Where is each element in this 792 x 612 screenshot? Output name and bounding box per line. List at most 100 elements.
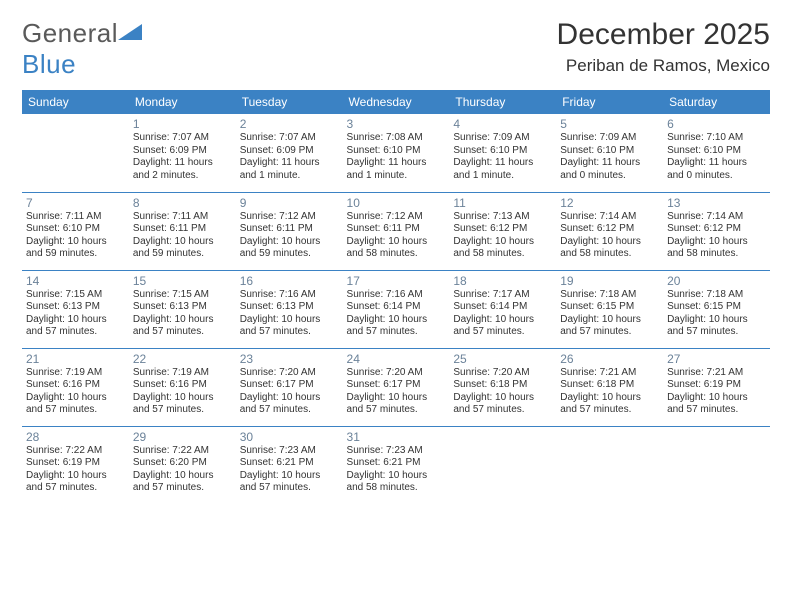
weekday-header: Saturday — [663, 90, 770, 114]
calendar-cell: 27Sunrise: 7:21 AMSunset: 6:19 PMDayligh… — [663, 348, 770, 426]
sunrise-text: Sunrise: 7:23 AM — [240, 445, 339, 458]
day-number: 5 — [560, 117, 659, 131]
day-info: Sunrise: 7:14 AMSunset: 6:12 PMDaylight:… — [667, 211, 766, 261]
sunset-text: Sunset: 6:15 PM — [560, 301, 659, 314]
sunrise-text: Sunrise: 7:22 AM — [26, 445, 125, 458]
day-info: Sunrise: 7:19 AMSunset: 6:16 PMDaylight:… — [26, 367, 125, 417]
daylight-text: Daylight: 10 hours and 57 minutes. — [133, 314, 232, 339]
calendar-cell: 6Sunrise: 7:10 AMSunset: 6:10 PMDaylight… — [663, 114, 770, 192]
sunrise-text: Sunrise: 7:09 AM — [453, 132, 552, 145]
logo-triangle-icon — [118, 22, 142, 42]
calendar-cell: 25Sunrise: 7:20 AMSunset: 6:18 PMDayligh… — [449, 348, 556, 426]
daylight-text: Daylight: 10 hours and 57 minutes. — [240, 470, 339, 495]
sunrise-text: Sunrise: 7:11 AM — [133, 211, 232, 224]
calendar-cell: 7Sunrise: 7:11 AMSunset: 6:10 PMDaylight… — [22, 192, 129, 270]
day-number: 12 — [560, 196, 659, 210]
daylight-text: Daylight: 10 hours and 57 minutes. — [26, 314, 125, 339]
daylight-text: Daylight: 11 hours and 2 minutes. — [133, 157, 232, 182]
calendar-cell: 13Sunrise: 7:14 AMSunset: 6:12 PMDayligh… — [663, 192, 770, 270]
day-number: 25 — [453, 352, 552, 366]
sunrise-text: Sunrise: 7:14 AM — [560, 211, 659, 224]
calendar-cell: 26Sunrise: 7:21 AMSunset: 6:18 PMDayligh… — [556, 348, 663, 426]
daylight-text: Daylight: 10 hours and 58 minutes. — [347, 236, 446, 261]
sunset-text: Sunset: 6:10 PM — [453, 145, 552, 158]
calendar-cell: 21Sunrise: 7:19 AMSunset: 6:16 PMDayligh… — [22, 348, 129, 426]
calendar-cell: 2Sunrise: 7:07 AMSunset: 6:09 PMDaylight… — [236, 114, 343, 192]
sunset-text: Sunset: 6:14 PM — [347, 301, 446, 314]
day-info: Sunrise: 7:21 AMSunset: 6:19 PMDaylight:… — [667, 367, 766, 417]
daylight-text: Daylight: 10 hours and 57 minutes. — [667, 314, 766, 339]
day-info: Sunrise: 7:12 AMSunset: 6:11 PMDaylight:… — [240, 211, 339, 261]
weekday-header: Wednesday — [343, 90, 450, 114]
sunset-text: Sunset: 6:21 PM — [240, 457, 339, 470]
day-info: Sunrise: 7:22 AMSunset: 6:19 PMDaylight:… — [26, 445, 125, 495]
sunset-text: Sunset: 6:12 PM — [453, 223, 552, 236]
weekday-header: Thursday — [449, 90, 556, 114]
daylight-text: Daylight: 11 hours and 1 minute. — [240, 157, 339, 182]
day-info: Sunrise: 7:11 AMSunset: 6:10 PMDaylight:… — [26, 211, 125, 261]
day-info: Sunrise: 7:08 AMSunset: 6:10 PMDaylight:… — [347, 132, 446, 182]
calendar-body: 1Sunrise: 7:07 AMSunset: 6:09 PMDaylight… — [22, 114, 770, 504]
sunset-text: Sunset: 6:20 PM — [133, 457, 232, 470]
sunset-text: Sunset: 6:19 PM — [667, 379, 766, 392]
day-number: 6 — [667, 117, 766, 131]
sunrise-text: Sunrise: 7:22 AM — [133, 445, 232, 458]
day-info: Sunrise: 7:21 AMSunset: 6:18 PMDaylight:… — [560, 367, 659, 417]
daylight-text: Daylight: 10 hours and 57 minutes. — [240, 392, 339, 417]
sunrise-text: Sunrise: 7:15 AM — [133, 289, 232, 302]
day-number: 21 — [26, 352, 125, 366]
location: Periban de Ramos, Mexico — [557, 56, 770, 76]
sunset-text: Sunset: 6:16 PM — [26, 379, 125, 392]
day-number: 30 — [240, 430, 339, 444]
daylight-text: Daylight: 10 hours and 57 minutes. — [347, 314, 446, 339]
sunset-text: Sunset: 6:16 PM — [133, 379, 232, 392]
daylight-text: Daylight: 10 hours and 58 minutes. — [560, 236, 659, 261]
calendar-cell: 29Sunrise: 7:22 AMSunset: 6:20 PMDayligh… — [129, 426, 236, 504]
daylight-text: Daylight: 10 hours and 57 minutes. — [347, 392, 446, 417]
day-info: Sunrise: 7:20 AMSunset: 6:18 PMDaylight:… — [453, 367, 552, 417]
day-info: Sunrise: 7:13 AMSunset: 6:12 PMDaylight:… — [453, 211, 552, 261]
calendar-cell: 20Sunrise: 7:18 AMSunset: 6:15 PMDayligh… — [663, 270, 770, 348]
sunrise-text: Sunrise: 7:23 AM — [347, 445, 446, 458]
calendar-cell: 12Sunrise: 7:14 AMSunset: 6:12 PMDayligh… — [556, 192, 663, 270]
sunset-text: Sunset: 6:10 PM — [667, 145, 766, 158]
sunrise-text: Sunrise: 7:21 AM — [667, 367, 766, 380]
day-number: 27 — [667, 352, 766, 366]
sunset-text: Sunset: 6:19 PM — [26, 457, 125, 470]
day-number: 31 — [347, 430, 446, 444]
header: GeneralBlue December 2025 Periban de Ram… — [22, 18, 770, 80]
calendar-cell: 5Sunrise: 7:09 AMSunset: 6:10 PMDaylight… — [556, 114, 663, 192]
weekday-header: Tuesday — [236, 90, 343, 114]
calendar-cell: 18Sunrise: 7:17 AMSunset: 6:14 PMDayligh… — [449, 270, 556, 348]
sunrise-text: Sunrise: 7:07 AM — [133, 132, 232, 145]
day-number: 9 — [240, 196, 339, 210]
calendar-cell-empty — [22, 114, 129, 192]
sunrise-text: Sunrise: 7:09 AM — [560, 132, 659, 145]
day-number: 28 — [26, 430, 125, 444]
calendar-cell: 17Sunrise: 7:16 AMSunset: 6:14 PMDayligh… — [343, 270, 450, 348]
sunrise-text: Sunrise: 7:12 AM — [240, 211, 339, 224]
daylight-text: Daylight: 10 hours and 57 minutes. — [560, 392, 659, 417]
calendar-cell: 11Sunrise: 7:13 AMSunset: 6:12 PMDayligh… — [449, 192, 556, 270]
day-number: 29 — [133, 430, 232, 444]
day-number: 3 — [347, 117, 446, 131]
daylight-text: Daylight: 11 hours and 0 minutes. — [667, 157, 766, 182]
daylight-text: Daylight: 10 hours and 59 minutes. — [26, 236, 125, 261]
day-info: Sunrise: 7:20 AMSunset: 6:17 PMDaylight:… — [347, 367, 446, 417]
day-info: Sunrise: 7:16 AMSunset: 6:13 PMDaylight:… — [240, 289, 339, 339]
day-info: Sunrise: 7:07 AMSunset: 6:09 PMDaylight:… — [240, 132, 339, 182]
sunrise-text: Sunrise: 7:08 AM — [347, 132, 446, 145]
daylight-text: Daylight: 10 hours and 57 minutes. — [133, 392, 232, 417]
calendar-cell-empty — [556, 426, 663, 504]
calendar-cell: 28Sunrise: 7:22 AMSunset: 6:19 PMDayligh… — [22, 426, 129, 504]
day-number: 26 — [560, 352, 659, 366]
calendar-cell: 3Sunrise: 7:08 AMSunset: 6:10 PMDaylight… — [343, 114, 450, 192]
calendar-cell: 8Sunrise: 7:11 AMSunset: 6:11 PMDaylight… — [129, 192, 236, 270]
day-number: 18 — [453, 274, 552, 288]
daylight-text: Daylight: 10 hours and 57 minutes. — [240, 314, 339, 339]
day-number: 15 — [133, 274, 232, 288]
sunrise-text: Sunrise: 7:19 AM — [26, 367, 125, 380]
title-block: December 2025 Periban de Ramos, Mexico — [557, 18, 770, 76]
daylight-text: Daylight: 10 hours and 57 minutes. — [26, 392, 125, 417]
calendar-cell: 15Sunrise: 7:15 AMSunset: 6:13 PMDayligh… — [129, 270, 236, 348]
